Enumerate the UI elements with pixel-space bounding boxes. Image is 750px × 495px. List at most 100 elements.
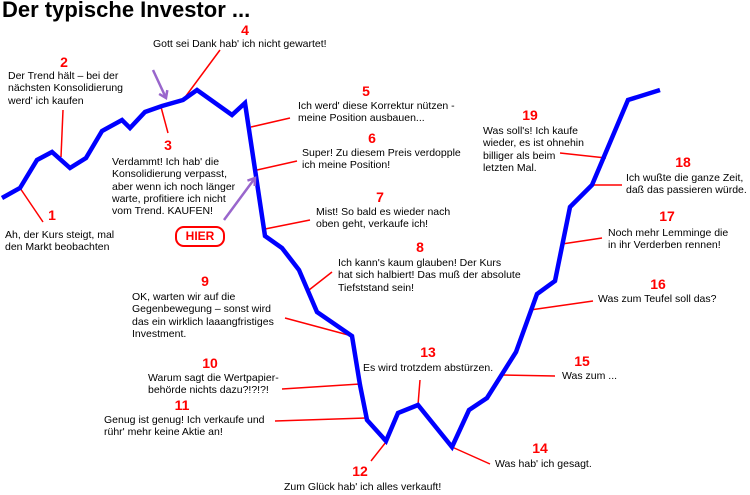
purple-arrow-icon — [151, 69, 169, 101]
annotation-text-13: Es wird trotzdem abstürzen. — [363, 362, 493, 374]
annotation-line: Der Trend hält – bei der — [8, 70, 119, 82]
annotation-number-7: 7 — [376, 189, 384, 205]
annotation-number-15: 15 — [574, 353, 590, 369]
annotation-line: letzten Mal. — [483, 161, 537, 174]
annotation-number-2: 2 — [60, 54, 68, 70]
annotation-number-8: 8 — [416, 239, 424, 255]
annotation-number-1: 1 — [48, 207, 56, 223]
annotation-line: oben geht, verkaufe ich! — [316, 218, 429, 231]
annotation-text-15: Was zum ... — [562, 370, 617, 382]
annotation-text-16: Was zum Teufel soll das? — [598, 293, 716, 305]
annotation-text-11: Genug ist genug! Ich verkaufe und rühr' m… — [104, 414, 265, 439]
annotation-line: OK, warten wir auf die — [132, 291, 236, 303]
annotation-line: das ein wirklich laaangfristiges — [132, 315, 274, 328]
leader-line-15 — [501, 374, 556, 377]
annotation-line: ich meine Position! — [302, 159, 391, 172]
leader-line-14 — [451, 446, 491, 465]
annotation-line: Warum sagt die Wertpapier- — [148, 372, 279, 384]
annotation-line: behörde nichts dazu?!?!?! — [148, 384, 269, 397]
annotation-line: Noch mehr Lemminge die — [608, 227, 729, 239]
annotation-line: Es wird trotzdem abstürzen. — [363, 362, 494, 374]
leader-line-6 — [256, 160, 298, 171]
annotation-line: billiger als beim — [483, 149, 556, 162]
annotation-line: Was zum ... — [562, 370, 618, 382]
annotation-number-9: 9 — [201, 273, 209, 289]
annotation-number-4: 4 — [241, 22, 249, 38]
annotation-line: aber wenn ich noch länger — [112, 180, 236, 193]
annotation-text-7: Mist! So bald es wieder nach oben geht, v… — [316, 206, 450, 231]
annotation-line: Ich werd' diese Korrektur nützen - — [298, 100, 455, 112]
leader-line-12 — [370, 441, 387, 462]
annotation-number-18: 18 — [675, 154, 691, 170]
leader-line-7 — [264, 219, 311, 230]
leader-line-4 — [182, 49, 221, 101]
annotation-line: vom Trend. KAUFEN! — [112, 205, 213, 218]
annotation-line: Gegenbewegung – sonst wird — [132, 303, 271, 316]
annotation-line: hat sich halbiert! Das muß der absolute — [338, 269, 521, 282]
leader-line-3 — [160, 106, 169, 134]
annotation-line: Tiefststand sein! — [338, 281, 415, 294]
purple-arrow-icon — [222, 176, 257, 221]
leader-line-11 — [274, 417, 367, 422]
annotation-text-17: Noch mehr Lemminge die in ihr Verderben r… — [608, 227, 728, 252]
annotation-text-8: Ich kann's kaum glauben! Der Kurs hat sic… — [338, 257, 521, 294]
annotation-line: Super! Zu diesem Preis verdopple — [302, 147, 461, 159]
annotation-text-10: Warum sagt die Wertpapier-behörde nichts… — [148, 372, 279, 397]
annotation-text-2: Der Trend hält – bei der nächsten Konsoli… — [8, 70, 123, 107]
leader-line-13 — [417, 379, 421, 406]
annotation-line: Gott sei Dank hab' ich nicht gewartet! — [153, 38, 327, 50]
annotation-number-13: 13 — [420, 344, 436, 360]
annotation-text-3: Verdammt! Ich hab' die Konsolidierung ver… — [112, 156, 235, 217]
annotation-number-19: 19 — [522, 107, 538, 123]
leader-line-19 — [559, 152, 607, 159]
leader-line-9 — [284, 317, 353, 337]
annotation-line: warte, profitiere ich nicht — [112, 192, 226, 205]
leader-line-1 — [19, 187, 44, 223]
annotation-line: Ich wußte die ganze Zeit, — [626, 172, 744, 184]
annotation-text-18: Ich wußte die ganze Zeit, daß das passier… — [626, 172, 747, 197]
annotation-text-12: Zum Glück hab' ich alles verkauft! — [284, 481, 441, 493]
annotation-line: den Markt beobachten — [5, 241, 110, 254]
leader-line-17 — [561, 237, 603, 245]
leader-line-5 — [250, 117, 291, 128]
annotation-line: in ihr Verderben rennen! — [608, 239, 721, 252]
annotation-line: Genug ist genug! Ich verkaufe und — [104, 414, 265, 426]
annotation-line: daß das passieren würde. — [626, 184, 747, 197]
annotation-line: Was soll's! Ich kaufe — [483, 125, 578, 137]
annotation-number-5: 5 — [362, 83, 370, 99]
annotation-line: Investment. — [132, 327, 187, 340]
annotation-number-14: 14 — [532, 440, 548, 456]
annotation-number-10: 10 — [202, 355, 218, 371]
annotation-text-19: Was soll's! Ich kaufe wieder, es ist ohne… — [483, 125, 584, 174]
annotation-number-12: 12 — [352, 463, 368, 479]
annotation-text-5: Ich werd' diese Korrektur nützen - meine … — [298, 100, 455, 125]
annotation-number-17: 17 — [659, 208, 675, 224]
annotation-line: wieder, es ist ohnehin — [483, 137, 584, 150]
annotation-line: nächsten Konsolidierung — [8, 82, 123, 95]
page-title: Der typische Investor ... — [2, 0, 251, 22]
annotation-text-1: Ah, der Kurs steigt, mal den Markt beobac… — [5, 229, 114, 254]
annotation-line: Was hab' ich gesagt. — [495, 458, 592, 470]
annotation-line: meine Position ausbauen... — [298, 112, 425, 125]
annotation-line: Mist! So bald es wieder nach — [316, 206, 451, 218]
annotation-line: Zum Glück hab' ich alles verkauft! — [284, 481, 442, 493]
stock-price-line — [0, 87, 661, 452]
annotation-number-3: 3 — [164, 137, 172, 153]
leader-line-10 — [281, 383, 361, 390]
leader-line-2 — [60, 109, 64, 158]
annotation-line: Was zum Teufel soll das? — [598, 293, 717, 305]
annotation-line: Verdammt! Ich hab' die — [112, 156, 220, 168]
annotation-text-9: OK, warten wir auf die Gegenbewegung – so… — [132, 291, 274, 340]
annotation-text-14: Was hab' ich gesagt. — [495, 458, 592, 470]
annotation-line: rühr' mehr keine Aktie an! — [104, 426, 223, 439]
annotation-line: Ich kann's kaum glauben! Der Kurs — [338, 257, 502, 269]
leader-line-8 — [308, 271, 333, 291]
annotation-number-6: 6 — [368, 130, 376, 146]
annotation-number-16: 16 — [650, 276, 666, 292]
annotation-line: Konsolidierung verpasst, — [112, 168, 227, 181]
annotation-text-4: Gott sei Dank hab' ich nicht gewartet! — [153, 38, 327, 50]
annotation-line: Ah, der Kurs steigt, mal — [5, 229, 115, 241]
hier-badge: HIER — [175, 226, 225, 247]
